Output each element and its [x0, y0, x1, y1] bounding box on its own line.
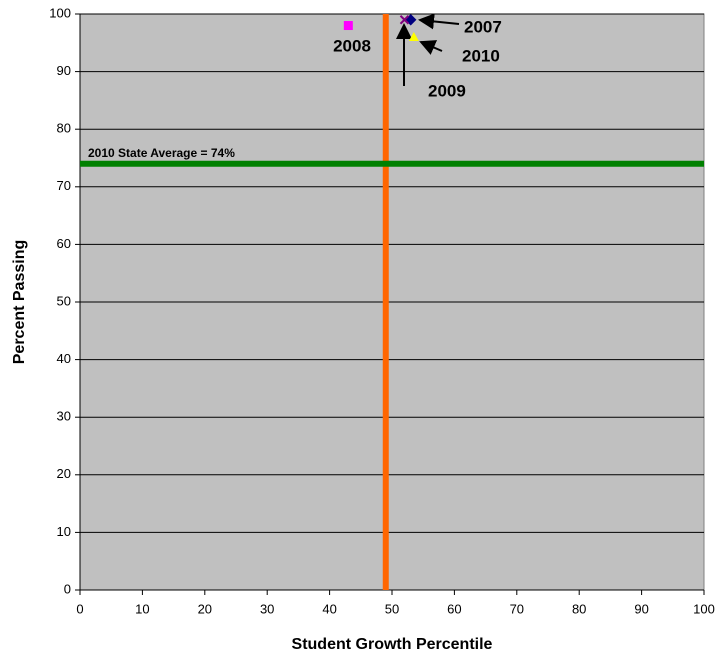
- x-tick-label: 40: [322, 601, 336, 616]
- x-tick-label: 80: [572, 601, 586, 616]
- y-tick-label: 90: [57, 63, 71, 78]
- annotation-arrow: [418, 13, 460, 30]
- point-label: 2009: [428, 81, 466, 100]
- x-tick-label: 50: [385, 601, 399, 616]
- point-label: 2008: [333, 36, 371, 55]
- y-tick-label: 100: [49, 5, 71, 20]
- point: [408, 32, 419, 42]
- x-tick-label: 0: [76, 601, 83, 616]
- y-tick-label: 30: [57, 409, 71, 424]
- x-tick-label: 60: [447, 601, 461, 616]
- y-tick-label: 60: [57, 236, 71, 251]
- reference-label: 2010 State Average = 74%: [88, 146, 235, 160]
- annotation-arrow: [419, 40, 443, 55]
- x-tick-label: 30: [260, 601, 274, 616]
- point: [343, 21, 353, 31]
- x-tick-label: 70: [510, 601, 524, 616]
- x-tick-label: 20: [198, 601, 212, 616]
- y-tick-label: 0: [64, 581, 71, 596]
- point: [399, 15, 410, 25]
- x-tick-label: 100: [693, 601, 715, 616]
- point-label: 2007: [464, 17, 502, 36]
- y-axis-title: Percent Passing: [11, 240, 28, 365]
- x-axis-title: Student Growth Percentile: [292, 636, 493, 653]
- y-tick-label: 20: [57, 466, 71, 481]
- x-tick-label: 90: [634, 601, 648, 616]
- y-tick-label: 80: [57, 121, 71, 136]
- y-tick-label: 10: [57, 524, 71, 539]
- x-tick-label: 10: [135, 601, 149, 616]
- y-tick-label: 50: [57, 293, 71, 308]
- y-tick-label: 70: [57, 178, 71, 193]
- y-tick-label: 40: [57, 351, 71, 366]
- point-label: 2010: [462, 46, 500, 65]
